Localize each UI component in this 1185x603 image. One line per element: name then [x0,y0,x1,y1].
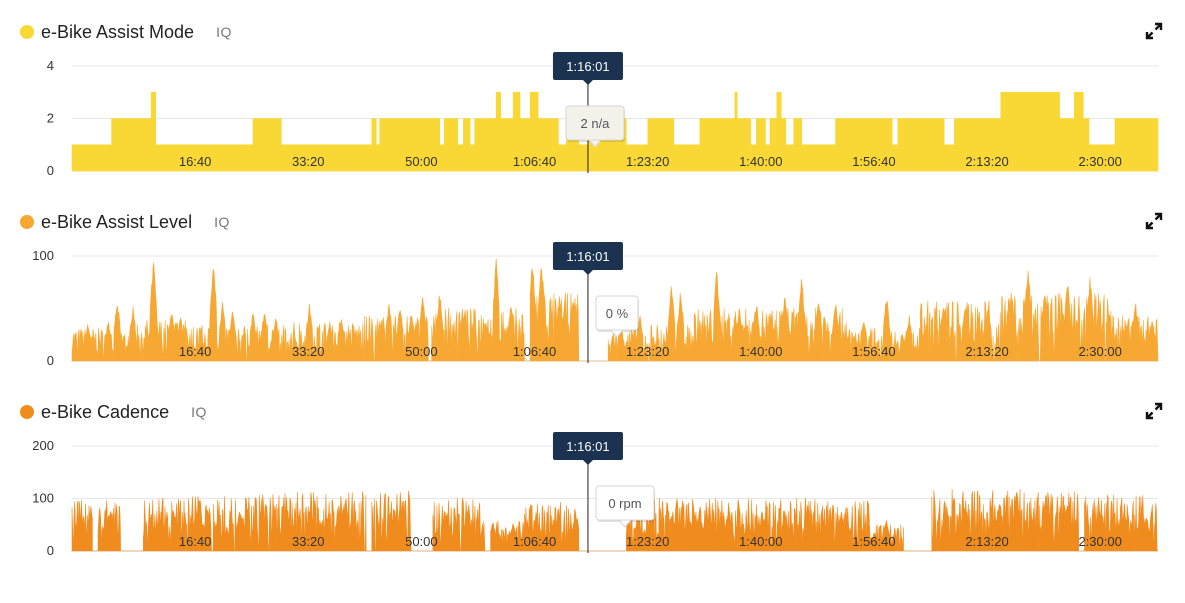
chart-panel-cadence: 0 100 200 16:40 33:20 50:00 1:06:40 1:23:20 1:40… [0,380,1185,570]
y-tick-label: 100 [32,491,54,506]
badge-pointer [582,460,593,465]
series-color-dot [20,215,34,229]
x-tick-label: 50:00 [405,344,438,359]
cadence-chart[interactable]: 0 100 200 16:40 33:20 50:00 1:06:40 1:23:20 1:40… [0,380,1185,570]
iq-badge[interactable]: IQ [216,24,232,40]
expand-icon[interactable] [1145,22,1163,40]
x-tick-label: 1:40:00 [739,534,782,549]
y-tick-label: 0 [47,543,54,558]
panel-header: e-Bike Assist Mode IQ [20,20,232,44]
chart-panel-assist-mode: 0 2 4 16:40 33:20 50:00 1:06:40 1:23:20 1:40:00 1… [0,0,1185,190]
badge-pointer [582,270,593,275]
panel-header: e-Bike Cadence IQ [20,400,207,424]
cursor-time-text: 1:16:01 [566,249,609,264]
x-tick-label: 2:13:20 [965,534,1008,549]
x-tick-label: 1:40:00 [739,344,782,359]
series-color-dot [20,25,34,39]
x-tick-label: 1:40:00 [739,154,782,169]
cursor-time-text: 1:16:01 [566,439,609,454]
tooltip-value: 2 n/a [581,116,611,131]
expand-icon[interactable] [1145,402,1163,420]
x-tick-label: 16:40 [179,154,212,169]
tooltip-pointer [609,329,625,338]
tooltip-value: 0 rpm [608,496,641,511]
x-tick-label: 1:23:20 [626,154,669,169]
cursor-time-badge [552,242,623,270]
series-area [71,258,1159,362]
y-tick-label: 4 [47,58,54,73]
cursor-time-text: 1:16:01 [566,59,609,74]
y-tick-label: 0 [47,163,54,178]
panel-title: e-Bike Cadence [41,401,170,422]
y-tick-label: 100 [32,248,54,263]
panel-title: e-Bike Assist Mode [41,21,195,42]
x-tick-label: 2:30:00 [1078,534,1121,549]
x-tick-label: 1:06:40 [513,154,556,169]
x-tick-label: 2:30:00 [1078,154,1121,169]
x-tick-label: 2:30:00 [1078,344,1121,359]
expand-icon[interactable] [1145,212,1163,230]
iq-badge[interactable]: IQ [214,214,230,230]
assist-level-chart[interactable]: 0 100 16:40 33:20 50:00 1:06:40 1:23:20 1:40:00… [0,190,1185,380]
iq-badge[interactable]: IQ [191,404,207,420]
y-tick-label: 2 [47,111,54,126]
x-tick-label: 2:13:20 [965,344,1008,359]
series-color-dot [20,405,34,419]
x-tick-label: 1:56:40 [852,534,895,549]
x-tick-label: 2:13:20 [965,154,1008,169]
x-tick-label: 1:06:40 [513,534,556,549]
x-tick-label: 1:06:40 [513,344,556,359]
tooltip-pointer [617,519,633,528]
cursor-time-badge [552,432,623,460]
x-tick-label: 33:20 [292,534,325,549]
y-tick-label: 200 [32,438,54,453]
y-tick-label: 0 [47,353,54,368]
chart-panel-assist-level: 0 100 16:40 33:20 50:00 1:06:40 1:23:20 1:40:00… [0,190,1185,380]
tooltip-pointer [587,139,603,148]
x-tick-label: 1:23:20 [626,344,669,359]
x-tick-label: 16:40 [179,534,212,549]
tooltip-value: 0 % [606,306,629,321]
x-tick-label: 33:20 [292,154,325,169]
x-tick-label: 16:40 [179,344,212,359]
x-tick-label: 1:56:40 [852,154,895,169]
badge-pointer [582,80,593,85]
panel-title: e-Bike Assist Level [41,211,193,232]
assist-mode-chart[interactable]: 0 2 4 16:40 33:20 50:00 1:06:40 1:23:20 1:40:00 1… [0,0,1185,190]
x-tick-label: 33:20 [292,344,325,359]
cursor-time-badge [552,52,623,80]
panel-header: e-Bike Assist Level IQ [20,210,230,234]
x-tick-label: 50:00 [405,154,438,169]
x-tick-label: 1:23:20 [626,534,669,549]
x-tick-label: 50:00 [405,534,438,549]
x-tick-label: 1:56:40 [852,344,895,359]
